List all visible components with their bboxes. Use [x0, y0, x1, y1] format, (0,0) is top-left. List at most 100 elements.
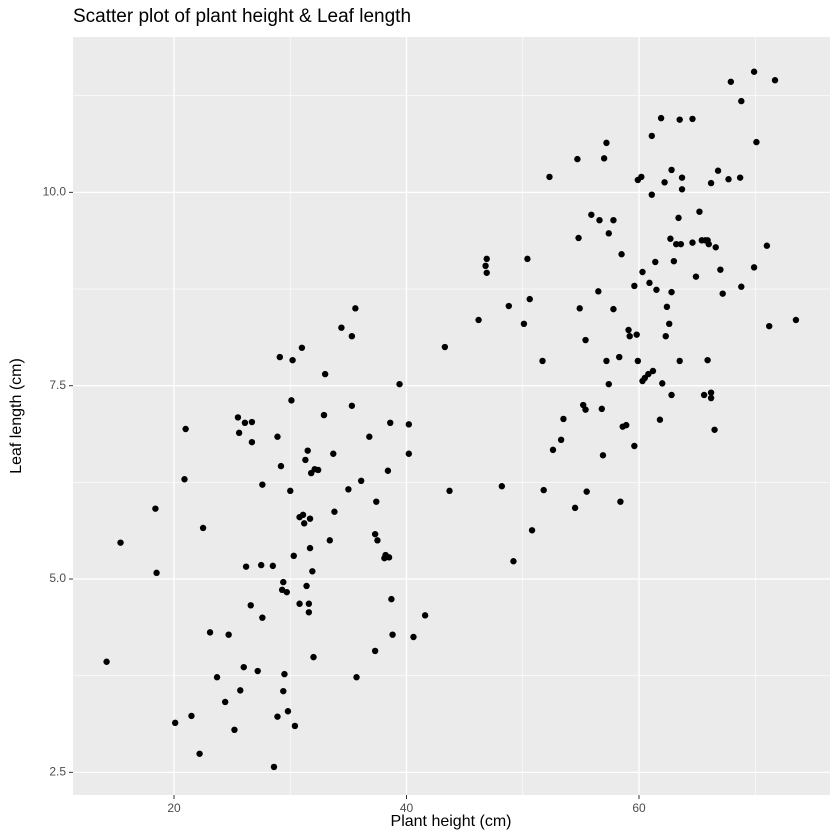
point: [575, 234, 582, 242]
point: [389, 631, 396, 638]
point: [725, 176, 732, 183]
point: [676, 357, 683, 365]
point: [727, 78, 735, 85]
point: [540, 486, 547, 494]
point: [153, 569, 160, 577]
point: [483, 255, 490, 263]
point: [673, 240, 680, 248]
panel: [73, 37, 830, 795]
point: [152, 505, 159, 512]
point: [248, 418, 256, 426]
point: [750, 68, 758, 75]
point: [610, 305, 617, 313]
point: [662, 332, 669, 340]
point: [657, 114, 665, 122]
point: [280, 687, 287, 695]
point: [352, 305, 359, 312]
point: [626, 332, 633, 340]
point: [237, 687, 244, 694]
point: [738, 97, 745, 105]
point: [254, 667, 261, 675]
point: [711, 426, 718, 433]
point: [557, 436, 565, 444]
point: [678, 174, 686, 181]
x-tick-label: 60: [632, 801, 646, 815]
point: [539, 357, 546, 365]
point: [707, 394, 715, 402]
point: [213, 674, 221, 681]
point: [520, 320, 528, 328]
point: [446, 487, 453, 495]
point: [700, 391, 708, 399]
point: [595, 288, 602, 295]
point: [524, 255, 531, 263]
point: [387, 419, 394, 427]
point: [648, 132, 655, 140]
point: [274, 433, 281, 440]
y-tick-label: 5.0: [49, 571, 66, 585]
point: [306, 515, 314, 522]
point: [274, 713, 281, 720]
point: [235, 429, 243, 437]
point: [528, 527, 536, 534]
x-tick-label: 40: [400, 801, 414, 815]
point: [371, 530, 379, 538]
point: [182, 425, 189, 433]
point: [196, 750, 203, 757]
y-axis-label: Leaf length (cm): [8, 358, 25, 474]
point: [304, 447, 311, 454]
point: [306, 544, 314, 552]
point: [603, 139, 610, 147]
point: [326, 537, 333, 544]
point: [646, 279, 653, 287]
point: [384, 467, 392, 474]
point: [357, 477, 365, 485]
point: [296, 600, 303, 607]
point: [753, 138, 760, 146]
point: [546, 173, 553, 181]
point: [696, 208, 703, 215]
point: [667, 235, 674, 242]
point: [270, 763, 278, 771]
point: [276, 353, 284, 361]
point: [305, 600, 313, 607]
point: [314, 466, 322, 474]
point: [605, 380, 612, 388]
point: [283, 588, 290, 596]
point: [103, 658, 110, 665]
point: [692, 273, 700, 280]
point: [475, 316, 482, 324]
point: [712, 244, 719, 251]
point: [240, 663, 247, 671]
point: [549, 446, 557, 454]
point: [269, 562, 277, 570]
point: [653, 286, 660, 293]
point: [576, 305, 583, 312]
point: [659, 380, 666, 387]
point: [320, 411, 328, 419]
point: [241, 419, 249, 427]
y-tick-label: 10.0: [43, 185, 67, 199]
point: [259, 481, 266, 488]
chart-title: Scatter plot of plant height & Leaf leng…: [73, 6, 411, 27]
point: [676, 116, 683, 123]
point: [483, 269, 490, 276]
y-tick-label: 7.5: [49, 378, 66, 392]
point: [649, 367, 657, 375]
point: [385, 554, 393, 561]
point: [617, 498, 624, 505]
point: [736, 174, 744, 181]
point: [656, 416, 664, 423]
point: [638, 173, 645, 181]
point: [668, 166, 675, 174]
point: [348, 402, 356, 409]
point: [792, 316, 800, 324]
point: [441, 343, 449, 351]
point: [763, 242, 771, 249]
point: [405, 450, 413, 457]
point: [302, 456, 309, 464]
point: [345, 486, 352, 493]
point: [610, 216, 617, 224]
